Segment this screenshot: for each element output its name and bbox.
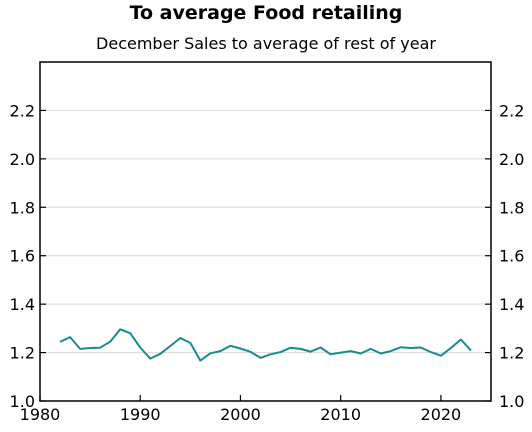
y-tick-label-left: 2.2 — [10, 101, 35, 120]
x-tick-label: 2010 — [320, 405, 361, 424]
y-tick-label-right: 1.8 — [499, 198, 524, 217]
y-tick-label-left: 1.6 — [10, 247, 35, 266]
x-tick-label: 1990 — [120, 405, 161, 424]
y-tick-label-right: 2.0 — [499, 150, 524, 169]
axis-ticks — [39, 109, 491, 402]
y-tick-label-left: 1.8 — [10, 198, 35, 217]
y-tick-label-right: 1.6 — [499, 247, 524, 266]
y-tick-label-right: 1.4 — [499, 295, 524, 314]
tick-labels: 1.0 1.0 1.2 1.2 1.4 1.4 1.6 1.6 1.8 1.8 2.0 2.0 2.2 2… — [10, 101, 525, 424]
x-tick-label: 1980 — [20, 405, 61, 424]
x-tick-label: 2000 — [220, 405, 261, 424]
series-layer — [59, 328, 472, 362]
gridlines — [40, 109, 491, 354]
y-tick-label-left: 2.0 — [10, 150, 35, 169]
y-tick-label-right: 1.2 — [499, 344, 524, 363]
y-tick-label-right: 1.0 — [499, 392, 524, 411]
y-tick-label-right: 2.2 — [499, 101, 524, 120]
chart-title: To average Food retailing — [130, 2, 403, 24]
y-tick-label-left: 1.2 — [10, 344, 35, 363]
y-tick-label-left: 1.4 — [10, 295, 35, 314]
chart-subtitle: December Sales to average of rest of yea… — [96, 34, 436, 53]
plot-frame — [39, 61, 492, 402]
x-tick-label: 2020 — [421, 405, 462, 424]
series-line — [59, 328, 472, 362]
y-tick-label-left: 1.0 — [10, 392, 35, 411]
